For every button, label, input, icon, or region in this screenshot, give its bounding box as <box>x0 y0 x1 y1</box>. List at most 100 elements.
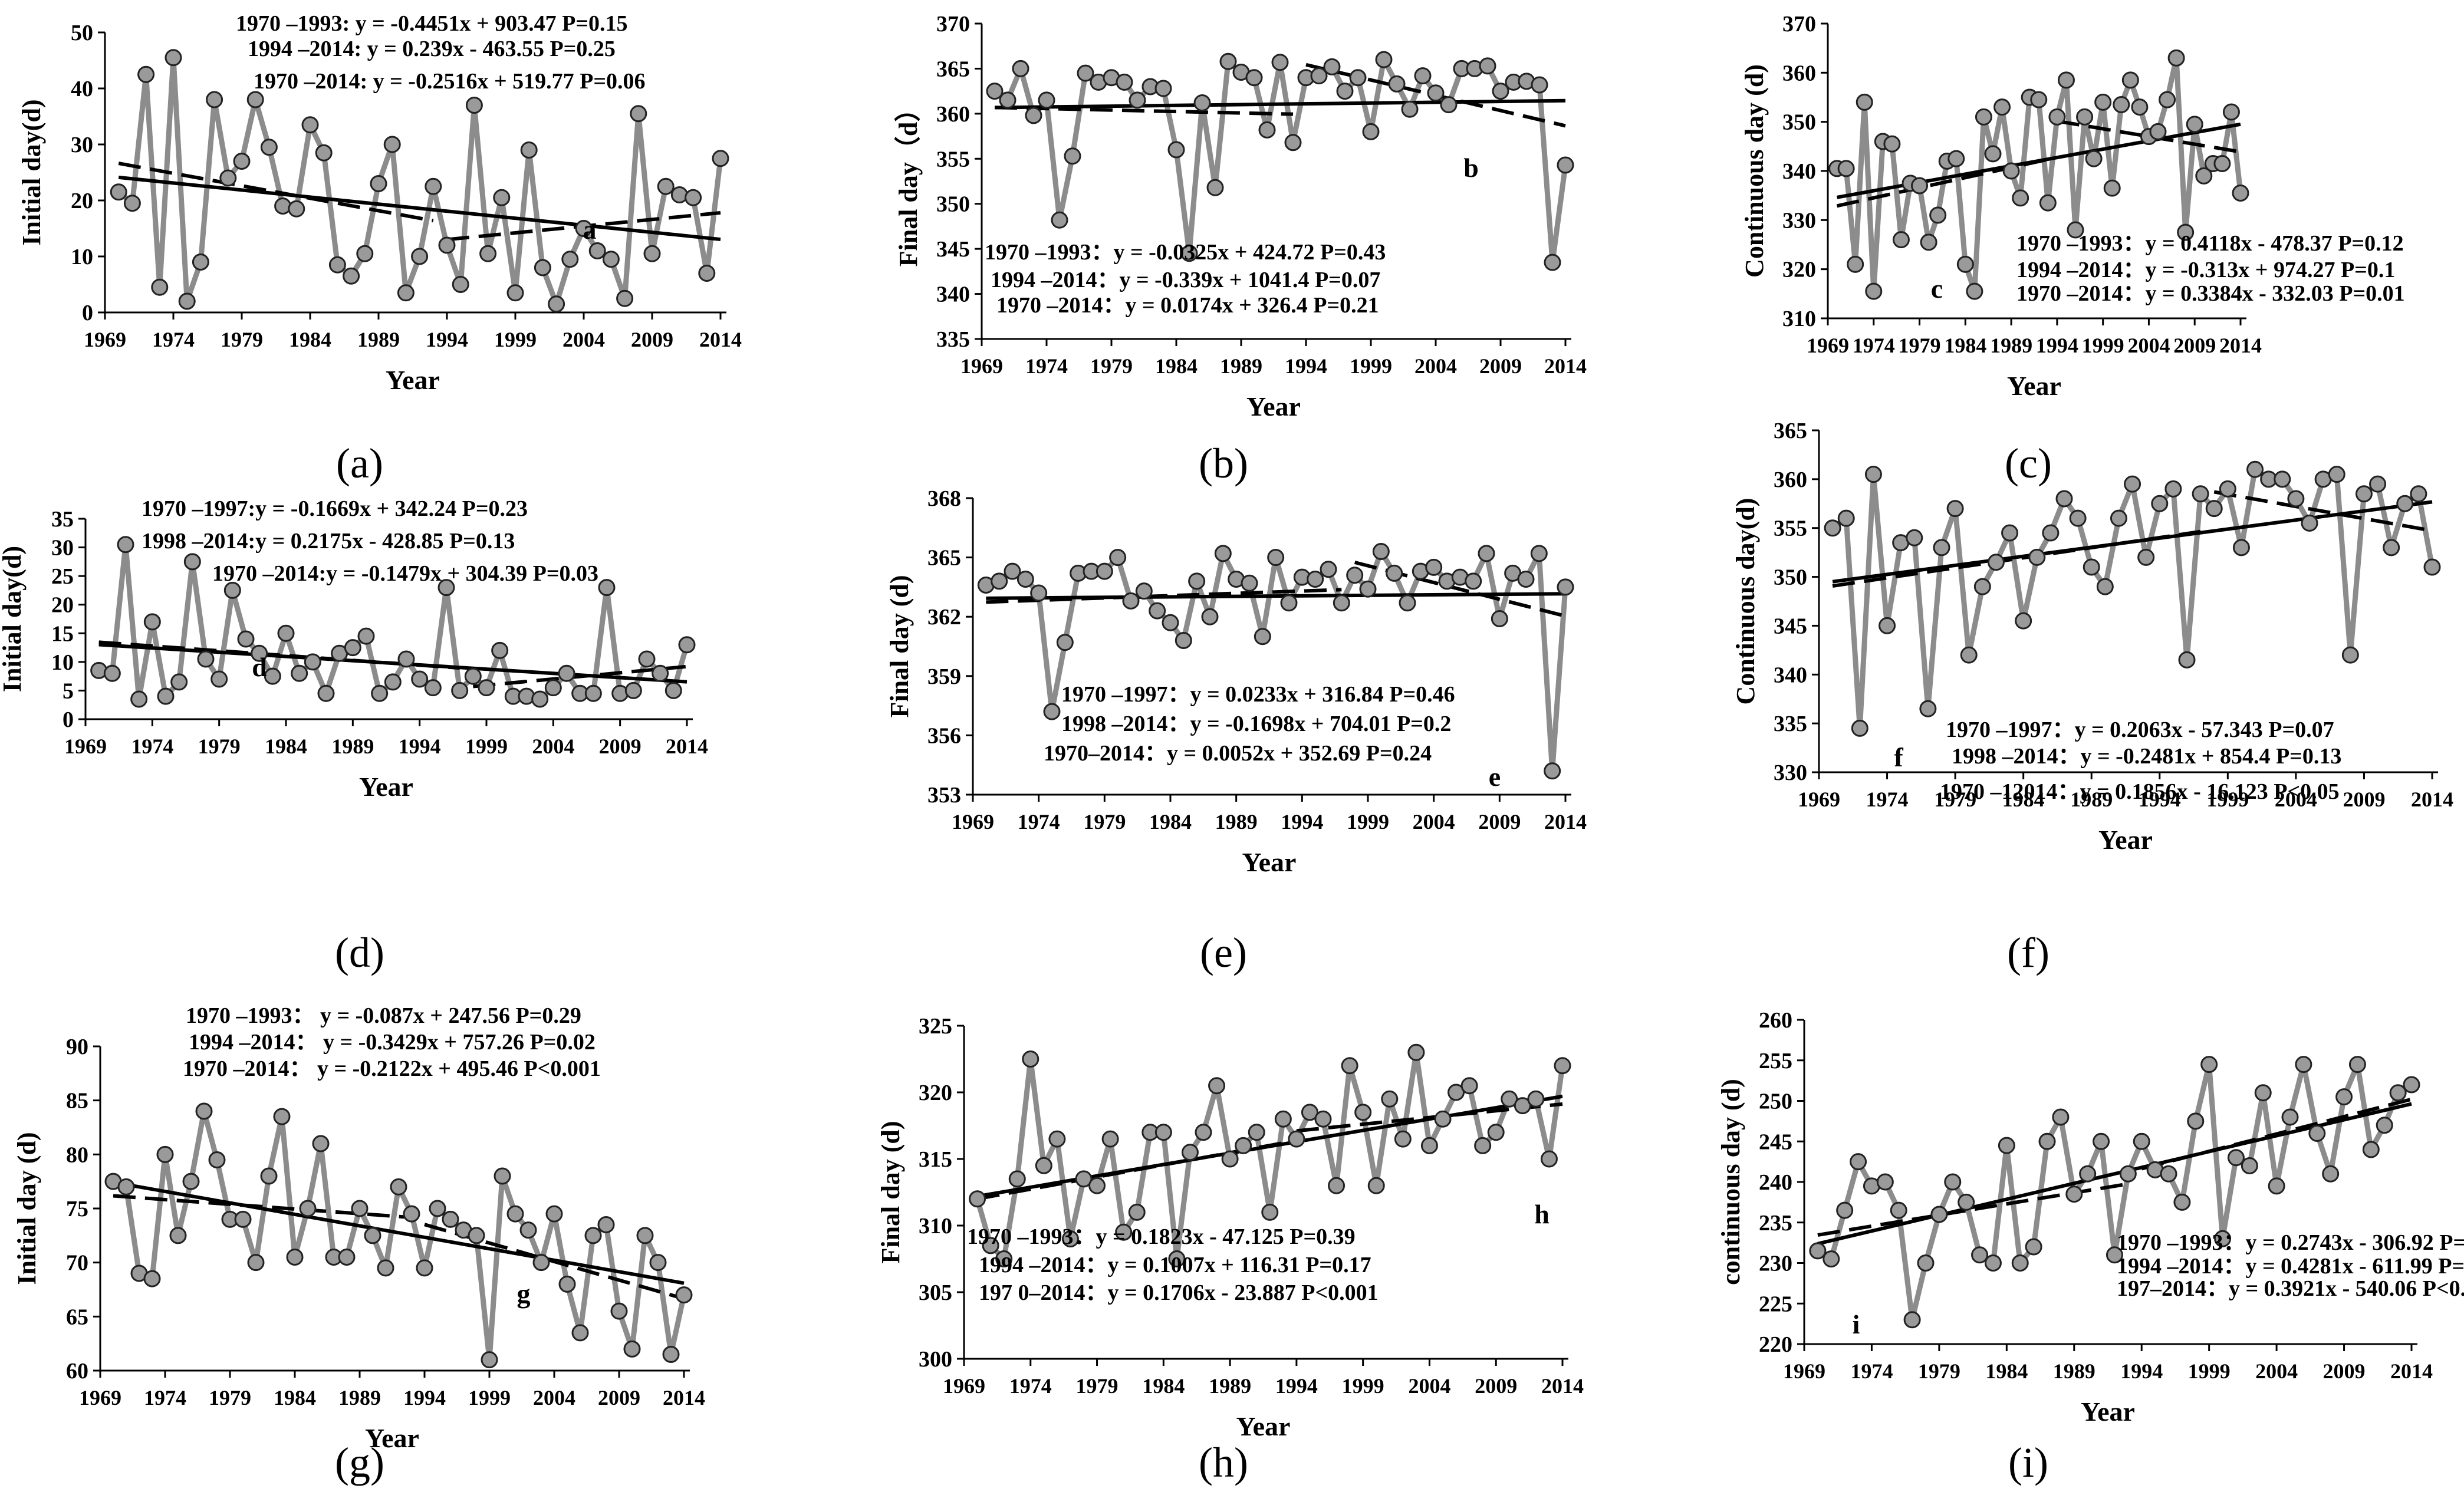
data-point <box>1465 572 1482 590</box>
chart-panel-i: 220 225 230 235 240 245 250 255 260 1969 1974 1979 1… <box>1716 1008 2464 1427</box>
data-point <box>1048 1130 1066 1148</box>
data-point <box>468 1227 485 1244</box>
data-point <box>1930 1206 1948 1223</box>
data-point <box>286 1249 304 1266</box>
data-point <box>264 667 281 685</box>
trend-equation: 1970–2014：y = 0.0052x + 352.69 P=0.24 <box>1044 741 1432 766</box>
data-point <box>1399 594 1416 612</box>
y-tick-label: 10 <box>51 650 74 675</box>
data-point <box>1116 73 1133 91</box>
data-point <box>1336 83 1354 100</box>
data-point <box>1245 69 1263 87</box>
data-point <box>2094 93 2112 111</box>
data-point <box>1956 255 1974 273</box>
data-point <box>531 690 549 708</box>
data-point <box>2159 91 2176 108</box>
y-tick-label: 360 <box>1782 61 1816 85</box>
trend-line-solid <box>1832 500 2433 584</box>
x-tick-label: 1989 <box>1215 810 1258 834</box>
data-point <box>424 679 442 697</box>
y-tick-label: 20 <box>51 593 74 618</box>
trend-equation: 1970 –12014：y = 0.1856x - 16.123 P<0.05 <box>1940 779 2340 804</box>
data-point <box>1929 206 1947 224</box>
data-point <box>2178 651 2196 668</box>
x-axis-title: Year <box>386 365 440 395</box>
data-point <box>1837 160 1855 177</box>
data-point <box>237 630 255 648</box>
data-point <box>2281 1108 2299 1126</box>
data-point <box>2213 155 2231 172</box>
y-axis-title: Initial day(d) <box>0 546 27 692</box>
data-point <box>442 1210 459 1228</box>
data-point <box>301 116 319 134</box>
x-tick-label: 1984 <box>289 328 331 351</box>
data-point <box>1035 1157 1052 1174</box>
data-point <box>1919 700 1937 717</box>
data-point <box>2103 179 2121 197</box>
data-point <box>685 189 702 206</box>
data-point <box>2410 485 2427 503</box>
x-tick-label: 1969 <box>952 810 994 834</box>
data-point <box>1346 567 1364 584</box>
trend-equation: 1994 –2014：y = -0.313x + 974.27 P=0.1 <box>2016 258 2395 282</box>
data-point <box>110 183 127 201</box>
y-tick-label: 230 <box>1759 1252 1792 1276</box>
x-tick-label: 1999 <box>2206 788 2249 811</box>
data-point <box>2301 514 2318 532</box>
data-point <box>246 91 264 108</box>
x-axis-title: Year <box>1242 847 1297 877</box>
data-point <box>1407 1043 1425 1061</box>
data-point <box>1375 51 1393 68</box>
data-point <box>493 189 511 206</box>
data-point <box>1987 554 2005 571</box>
data-point <box>479 245 497 262</box>
y-axis-title: Initial day(d) <box>17 99 46 245</box>
y-tick-label: 80 <box>66 1142 88 1167</box>
trend-equation: 1970 –1993: y = -0.4451x + 903.47 P=0.15 <box>236 11 627 36</box>
y-tick-label: 85 <box>66 1089 88 1114</box>
y-tick-label: 335 <box>1774 712 1807 736</box>
trend-equation: 1970 –1993：y = 0.1823x - 47.125 P=0.39 <box>967 1224 1356 1249</box>
y-tick-label: 355 <box>936 147 970 172</box>
y-axis-title: Continuous day (d) <box>1740 64 1769 278</box>
x-tick-label: 1984 <box>1985 1359 2028 1383</box>
trend-equation: 1994 –2014： y = -0.3429x + 757.26 P=0.02 <box>189 1030 596 1055</box>
data-point <box>2039 194 2057 212</box>
data-point <box>1856 93 1873 111</box>
trend-line-solid <box>986 592 1566 600</box>
data-point <box>2057 71 2075 89</box>
data-point <box>1425 558 1443 576</box>
data-point <box>1836 1201 1854 1219</box>
data-point <box>1944 1173 1962 1191</box>
x-tick-label: 1969 <box>1798 788 1840 811</box>
data-point <box>1181 1144 1199 1161</box>
data-point <box>1354 1104 1372 1121</box>
y-axis-title: Initial day (d) <box>12 1132 41 1285</box>
x-tick-label: 1984 <box>1142 1374 1185 1398</box>
data-point <box>1016 570 1034 588</box>
y-tick-label: 330 <box>1774 760 1807 785</box>
trend-equation: 1970 –2014：y = 0.3384x - 332.03 P=0.01 <box>2016 281 2405 306</box>
data-point <box>465 97 483 114</box>
data-point <box>2232 185 2249 202</box>
data-point <box>403 1205 420 1223</box>
data-point <box>2052 1108 2070 1126</box>
data-point <box>1911 177 1929 195</box>
y-tick-label: 360 <box>1774 467 1807 492</box>
data-point <box>969 1190 986 1208</box>
x-axis-title: Year <box>1236 1411 1291 1441</box>
data-point <box>1822 1250 1840 1268</box>
trend-line-dashed <box>2213 490 2433 533</box>
data-point <box>2038 1132 2056 1150</box>
y-tick-label: 340 <box>1782 159 1816 184</box>
y-tick-label: 310 <box>1782 307 1816 331</box>
data-point <box>1109 549 1127 567</box>
data-point <box>1101 1130 1119 1148</box>
data-point <box>1401 100 1419 118</box>
panel-caption: (d) <box>335 929 384 976</box>
data-point <box>623 1340 641 1358</box>
data-point <box>2110 509 2127 527</box>
data-point <box>2113 96 2130 113</box>
y-tick-label: 355 <box>1774 516 1807 541</box>
data-point <box>2133 1132 2150 1150</box>
